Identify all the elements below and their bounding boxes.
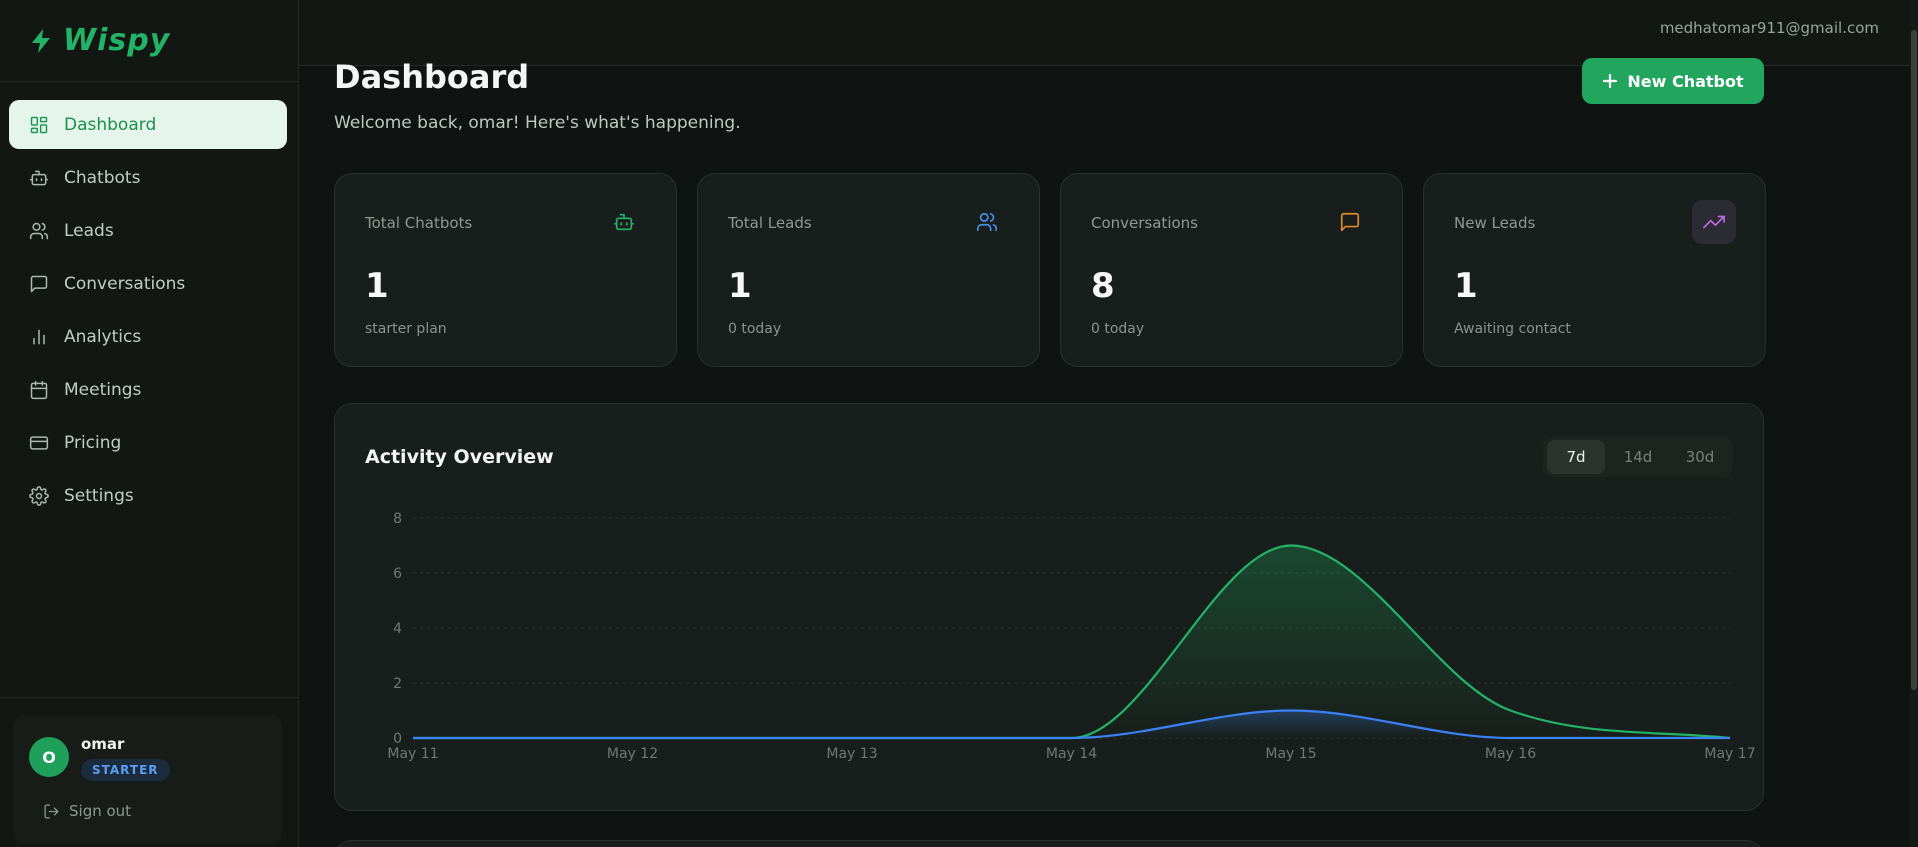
plus-icon xyxy=(1603,73,1618,89)
sidebar-item-chatbots[interactable]: Chatbots xyxy=(9,153,287,202)
sidebar-item-pricing[interactable]: Pricing xyxy=(9,418,287,467)
sidebar-item-settings[interactable]: Settings xyxy=(9,471,287,520)
activity-chart: 0 2 4 6 8 May 11 May 12 May 13 May 14 May 15 May 1… xyxy=(387,511,1755,762)
tab-30d[interactable]: 30d xyxy=(1685,448,1715,466)
x-tick-label: May 15 xyxy=(1265,746,1316,762)
sidebar-item-label: Analytics xyxy=(64,326,142,347)
sign-out-label: Sign out xyxy=(69,802,132,820)
stat-sub: 0 today xyxy=(1091,321,1145,337)
activity-overview-card: 0 2 4 6 8 May 11 May 12 May 13 May 14 May 15 May 1… xyxy=(334,403,1764,811)
next-section-card xyxy=(334,840,1764,847)
y-tick-label: 0 xyxy=(393,731,402,747)
page-title: Dashboard xyxy=(334,58,530,96)
stat-value: 1 xyxy=(1454,266,1478,306)
series-line-1 xyxy=(413,709,1730,740)
bolt-icon xyxy=(32,28,50,53)
tab-7d[interactable]: 7d xyxy=(1547,440,1605,474)
bar-chart-icon xyxy=(33,329,45,344)
bot-icon xyxy=(29,170,49,185)
x-tick-label: May 17 xyxy=(1704,746,1755,762)
sidebar: Wispy Dashboard Chatbots Leads Conversat… xyxy=(0,0,299,847)
sidebar-nav: Dashboard Chatbots Leads Conversations A… xyxy=(0,82,298,520)
x-tick-label: May 11 xyxy=(387,746,438,762)
brand-name: Wispy xyxy=(63,23,171,58)
range-tabs: 7d 14d 30d xyxy=(1543,437,1733,477)
sidebar-item-dashboard[interactable]: Dashboard xyxy=(9,100,287,149)
user-name: omar xyxy=(81,735,125,753)
sidebar-item-analytics[interactable]: Analytics xyxy=(9,312,287,361)
sidebar-item-label: Leads xyxy=(64,220,114,241)
plan-badge: STARTER xyxy=(81,759,170,781)
series-area-0 xyxy=(413,545,1730,738)
sidebar-item-label: Settings xyxy=(64,485,134,506)
sidebar-item-label: Dashboard xyxy=(64,114,157,135)
user-card: O omar STARTER Sign out xyxy=(13,715,282,844)
sidebar-item-leads[interactable]: Leads xyxy=(9,206,287,255)
x-tick-label: May 12 xyxy=(607,746,658,762)
stat-label: New Leads xyxy=(1454,214,1536,232)
sidebar-item-label: Chatbots xyxy=(64,167,141,188)
new-chatbot-label: New Chatbot xyxy=(1627,71,1744,91)
page-subtitle: Welcome back, omar! Here's what's happen… xyxy=(334,113,741,133)
users-icon xyxy=(975,210,999,234)
brand[interactable]: Wispy xyxy=(0,0,298,82)
stat-value: 1 xyxy=(728,266,752,306)
sign-out-button[interactable]: Sign out xyxy=(43,802,131,820)
sidebar-footer: O omar STARTER Sign out xyxy=(0,697,298,847)
y-tick-label: 8 xyxy=(393,511,402,527)
stat-label: Conversations xyxy=(1091,214,1198,232)
stat-value: 1 xyxy=(365,266,389,306)
series-area-1 xyxy=(413,710,1730,738)
main-content: medhatomar911@gmail.com Dashboard Welcom… xyxy=(299,0,1918,847)
stat-card-new-leads[interactable]: New Leads 1 Awaiting contact xyxy=(1423,173,1766,367)
users-icon xyxy=(29,222,49,239)
trending-up-icon xyxy=(1692,200,1736,244)
stat-card-conversations[interactable]: Conversations 8 0 today xyxy=(1060,173,1403,367)
top-bar: medhatomar911@gmail.com xyxy=(299,0,1918,66)
scrollbar[interactable] xyxy=(1910,0,1918,847)
sidebar-item-conversations[interactable]: Conversations xyxy=(9,259,287,308)
series-line-0 xyxy=(413,544,1731,740)
x-tick-label: May 13 xyxy=(826,746,877,762)
message-icon xyxy=(1338,210,1362,234)
sidebar-item-label: Pricing xyxy=(64,432,122,453)
gear-icon xyxy=(29,485,49,506)
y-tick-label: 6 xyxy=(393,566,402,582)
dashboard-icon xyxy=(30,116,48,133)
y-tick-label: 2 xyxy=(393,676,402,692)
stat-card-total-chatbots[interactable]: Total Chatbots 1 starter plan xyxy=(334,173,677,367)
sidebar-item-label: Conversations xyxy=(64,273,186,294)
stat-label: Total Leads xyxy=(728,214,812,232)
bot-icon xyxy=(612,210,636,234)
message-icon xyxy=(30,275,48,292)
sidebar-item-label: Meetings xyxy=(64,379,142,400)
stat-sub: Awaiting contact xyxy=(1454,321,1571,337)
user-email[interactable]: medhatomar911@gmail.com xyxy=(1659,19,1879,37)
log-out-icon xyxy=(44,803,59,819)
avatar[interactable]: O xyxy=(29,737,69,777)
x-tick-label: May 14 xyxy=(1046,746,1097,762)
tab-14d[interactable]: 14d xyxy=(1623,448,1653,466)
stat-sub: 0 today xyxy=(728,321,782,337)
stat-card-total-leads[interactable]: Total Leads 1 0 today xyxy=(697,173,1040,367)
stat-sub: starter plan xyxy=(365,321,447,337)
new-chatbot-button[interactable]: New Chatbot xyxy=(1582,58,1764,104)
stat-value: 8 xyxy=(1091,266,1115,306)
chart-title: Activity Overview xyxy=(365,446,554,468)
stat-label: Total Chatbots xyxy=(365,214,473,232)
y-tick-label: 4 xyxy=(393,621,402,637)
scrollbar-thumb[interactable] xyxy=(1911,30,1917,690)
x-tick-label: May 16 xyxy=(1485,746,1536,762)
sidebar-item-meetings[interactable]: Meetings xyxy=(9,365,287,414)
calendar-icon xyxy=(30,380,48,399)
credit-card-icon xyxy=(29,435,49,450)
